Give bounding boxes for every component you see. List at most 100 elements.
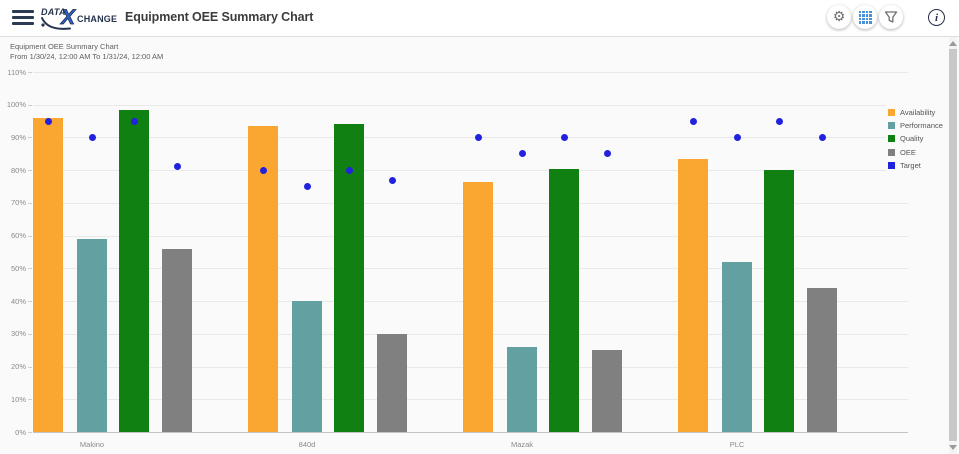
target-dot[interactable] [388,176,396,184]
chart-header: Equipment OEE Summary Chart From 1/30/24… [10,42,163,62]
logo-text-change: CHANGE [77,14,117,24]
y-axis-tick [28,137,32,139]
page-title: Equipment OEE Summary Chart [125,10,314,24]
y-axis-label: 10% [10,394,26,404]
bar-quality[interactable] [119,109,149,432]
menu-icon[interactable] [12,10,34,26]
target-dot[interactable] [733,133,741,141]
category-label: Makino [79,440,105,449]
y-axis-label: 110% [7,67,26,77]
gridline [33,170,908,172]
legend-item-availability[interactable]: Availability [888,106,943,119]
target-dot[interactable] [44,117,52,125]
legend-item-performance[interactable]: Performance [888,119,943,132]
y-axis-label: 100% [6,100,26,110]
target-dot[interactable] [345,166,353,174]
chart-title: Equipment OEE Summary Chart [10,42,119,51]
grid-icon [858,10,872,24]
dataxchange-logo: DATA X CHANGE [40,3,124,38]
y-axis-tick [28,399,32,401]
target-dot[interactable] [689,117,697,125]
legend-swatch [888,148,895,156]
gridline [33,72,908,73]
chart-plot-area: 0% 10% 20% 30% 40% 50% 60% 70% 80% 90% 100% 110% Mak… [0,37,959,454]
bar-quality[interactable] [764,170,794,432]
logo-text-data: DATA [41,7,66,17]
y-axis-tick [28,72,32,73]
funnel-icon [884,11,898,23]
scrollbar-down-arrow[interactable] [949,445,957,450]
bar-quality[interactable] [334,124,364,432]
gridline [33,104,908,106]
y-axis-tick [28,366,32,368]
target-dot[interactable] [560,133,568,141]
logo-text-x: X [60,6,77,29]
bar-availability[interactable] [678,158,708,432]
y-axis-tick [28,432,32,433]
bar-oee[interactable] [162,248,192,432]
filter-button[interactable] [879,5,903,29]
x-axis-line [33,432,908,433]
bar-oee[interactable] [592,350,622,432]
legend-swatch [888,122,895,130]
category-label: Mazak [510,440,534,449]
y-axis-tick [28,301,32,303]
legend-swatch [888,109,895,117]
legend-swatch [888,161,895,169]
logo-swoosh [41,17,71,30]
target-dot[interactable] [88,133,96,141]
scrollbar[interactable] [949,37,957,454]
chart-legend: Availability Performance Quality OEE Target [886,104,947,174]
y-axis-label: 20% [10,362,26,372]
scrollbar-up-arrow[interactable] [949,41,957,46]
y-axis-tick [28,333,32,335]
target-dot[interactable] [603,150,611,158]
info-button[interactable] [928,9,945,26]
y-axis-label: 30% [10,329,26,339]
grid-view-button[interactable] [853,5,877,29]
category-label: 840d [298,440,316,449]
y-axis-label: 0% [15,427,26,437]
app-header: DATA X CHANGE Equipment OEE Summary Char… [0,0,959,36]
target-dot[interactable] [775,117,783,125]
bar-performance[interactable] [722,261,752,432]
logo-swoosh-dot [41,23,45,27]
scrollbar-thumb[interactable] [949,49,957,441]
bar-availability[interactable] [463,181,493,432]
target-dot[interactable] [818,133,826,141]
legend-label: OEE [900,147,916,157]
legend-item-oee[interactable]: OEE [888,146,943,159]
gear-icon: ⚙ [832,9,846,25]
bar-oee[interactable] [807,288,837,432]
chart-card: Equipment OEE Summary Chart From 1/30/24… [0,36,959,454]
legend-label: Availability [900,108,936,118]
target-dot[interactable] [130,117,138,125]
target-dot[interactable] [173,163,181,171]
bar-performance[interactable] [507,346,537,432]
legend-item-quality[interactable]: Quality [888,132,943,145]
y-axis-label: 40% [10,296,26,306]
bar-oee[interactable] [377,333,407,432]
category-label: PLC [729,440,745,449]
target-dot[interactable] [474,133,482,141]
chart-subtitle: From 1/30/24, 12:00 AM To 1/31/24, 12:00… [10,52,164,61]
bar-availability[interactable] [248,126,278,432]
bar-performance[interactable] [292,301,322,432]
target-dot[interactable] [259,166,267,174]
bar-availability[interactable] [33,117,63,432]
target-dot[interactable] [518,150,526,158]
bar-quality[interactable] [549,168,579,432]
bar-performance[interactable] [77,238,107,432]
y-axis-label: 70% [10,198,26,208]
legend-item-target[interactable]: Target [888,159,943,172]
legend-swatch [888,135,895,143]
y-axis-label: 60% [10,231,26,241]
legend-label: Target [900,160,921,170]
legend-label: Quality [900,134,924,144]
y-axis-tick [28,170,32,172]
y-axis-label: 90% [10,132,26,142]
target-dot[interactable] [303,183,311,191]
y-axis-tick [28,202,32,204]
settings-button[interactable]: ⚙ [827,5,851,29]
